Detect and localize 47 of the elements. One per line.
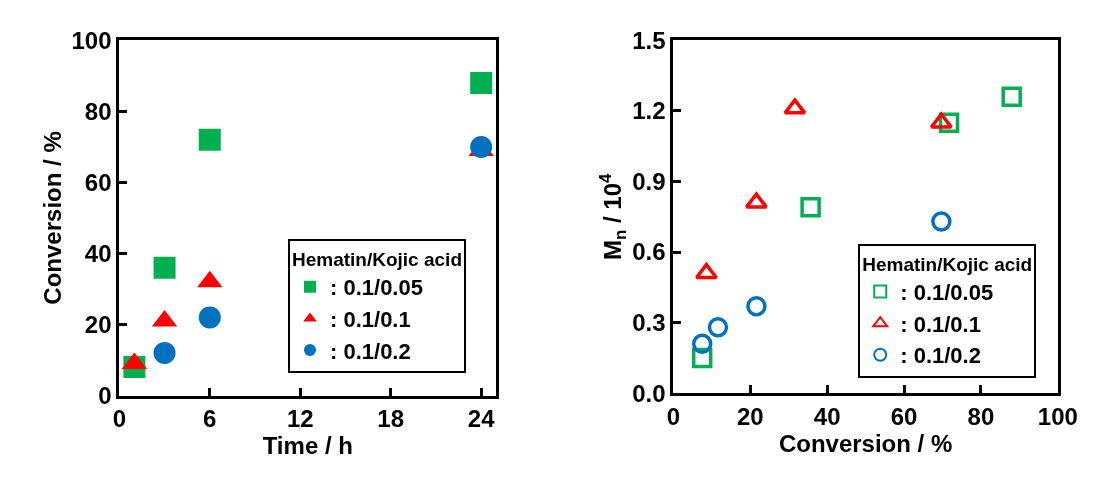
point — [744, 192, 768, 209]
point — [694, 262, 718, 280]
x-tick-label: 100 — [1037, 402, 1078, 430]
y-tick-label: 20 — [84, 310, 112, 338]
x-tick-label: 80 — [967, 402, 995, 430]
x-axis-title: Time / h — [262, 432, 353, 460]
legend-title: Hematin/Kojic acid — [292, 249, 462, 271]
legend-label: : 0.1/0.05 — [330, 275, 423, 301]
y-tick-label: 0.3 — [632, 309, 666, 336]
point — [707, 317, 729, 338]
legend-title: Hematin/Kojic acid — [862, 253, 1033, 275]
x-tick-label: 60 — [890, 402, 918, 430]
point — [691, 333, 713, 355]
point — [198, 306, 221, 329]
y-tick-label: 60 — [84, 168, 112, 196]
point — [153, 341, 176, 364]
x-tick-label: 24 — [467, 405, 496, 433]
x-tick-label: 18 — [377, 405, 405, 433]
y-tick-label: 100 — [71, 26, 112, 54]
point — [470, 72, 493, 94]
x-axis-title: Conversion / % — [778, 429, 953, 457]
point — [198, 128, 221, 151]
x-tick-label: 20 — [736, 402, 764, 430]
x-tick-label: 40 — [813, 402, 841, 430]
y-tick-label: 1.5 — [632, 26, 666, 54]
point — [931, 211, 952, 232]
legend-label: : 0.1/0.1 — [330, 307, 411, 333]
point — [800, 197, 821, 218]
point — [929, 112, 953, 129]
y-tick-label: 0 — [98, 381, 112, 409]
x-tick-label: 12 — [286, 405, 314, 433]
legend-label: : 0.1/0.2 — [900, 343, 981, 369]
point — [153, 256, 176, 279]
legend-label: : 0.1/0.1 — [900, 311, 981, 337]
x-tick-label: 6 — [203, 405, 217, 433]
legend-label: : 0.1/0.2 — [330, 338, 411, 364]
y-tick-label: 40 — [84, 239, 112, 267]
y-tick-label: 0.0 — [632, 379, 666, 407]
y-axis-title: Conversion / % — [38, 131, 66, 305]
y-tick-label: 80 — [84, 97, 112, 125]
y-tick-label: 1.2 — [632, 97, 666, 125]
point — [783, 98, 807, 115]
point — [1001, 86, 1022, 108]
y-tick-label: 0.6 — [632, 238, 666, 266]
point — [746, 295, 767, 317]
legend-label: : 0.1/0.05 — [900, 280, 994, 306]
y-tick-label: 0.9 — [632, 167, 666, 195]
